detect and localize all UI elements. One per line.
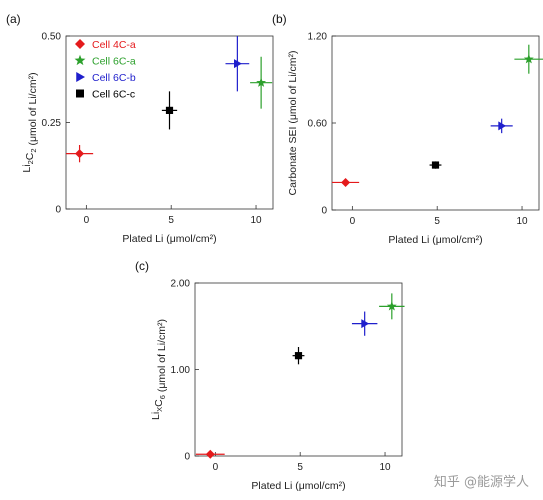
y-axis-title-b: Carbonate SEI (μmol of Li/cm²)	[287, 51, 299, 196]
marker-star	[256, 77, 267, 87]
marker-triangle-right	[498, 121, 507, 131]
x-tick-label-c: 0	[213, 462, 219, 473]
marker-triangle-right	[233, 59, 242, 69]
y-tick-label-b: 0.60	[308, 119, 328, 130]
x-axis-title-a: Plated Li (μmol/cm²)	[122, 233, 216, 245]
legend-marker-cell-6c-a	[74, 54, 86, 66]
y-tick-label-a: 0.25	[42, 118, 62, 129]
y-axis-title-c: LiXC6 (μmol of Li/cm²)	[150, 319, 168, 420]
y-tick-label-a: 0	[55, 205, 61, 216]
plot-frame-b	[331, 35, 540, 211]
data-point-cell-6c-b-b	[490, 118, 513, 134]
plot-frame-c	[194, 282, 403, 457]
marker-diamond	[341, 177, 351, 187]
x-tick-label-b: 10	[516, 216, 528, 227]
y-tick-label-b: 1.20	[308, 32, 328, 43]
data-point-cell-4c-a-a	[66, 144, 94, 163]
y-tick-label-c: 0	[184, 452, 190, 463]
panel-label-b: (b)	[272, 12, 287, 26]
marker-star	[386, 301, 397, 311]
panel-label-a: (a)	[6, 12, 21, 26]
watermark: 知乎 @能源学人	[433, 475, 529, 490]
x-axis-title-b: Plated Li (μmol/cm²)	[388, 234, 482, 246]
data-point-cell-6c-c-a	[161, 91, 178, 130]
x-tick-label-b: 0	[350, 216, 356, 227]
data-point-cell-6c-a-c	[379, 293, 405, 320]
x-tick-label-a: 10	[250, 215, 262, 226]
y-tick-label-c: 1.00	[171, 365, 191, 376]
x-tick-label-c: 5	[297, 462, 303, 473]
legend-label-cell-6c-a: Cell 6C-a	[92, 56, 136, 68]
legend-marker-cell-4c-a	[75, 39, 85, 49]
data-point-cell-6c-b-a	[225, 36, 250, 92]
data-point-cell-4c-a-c	[195, 449, 225, 459]
data-point-cell-6c-c-b	[429, 161, 442, 169]
marker-square	[165, 106, 174, 114]
legend-label-cell-6c-c: Cell 6C-c	[92, 89, 135, 101]
legend-marker-cell-6c-c	[76, 89, 84, 98]
data-point-cell-6c-a-a	[250, 56, 273, 109]
marker-square	[431, 161, 440, 169]
legend-label-cell-4c-a: Cell 4C-a	[92, 39, 136, 51]
data-point-cell-6c-a-b	[514, 44, 543, 74]
y-tick-label-b: 0	[321, 206, 327, 217]
legend-label-cell-6c-b: Cell 6C-b	[92, 72, 136, 84]
y-tick-label-c: 2.00	[171, 279, 191, 290]
data-point-cell-4c-a-b	[332, 177, 360, 187]
y-axis-title-a: Li2C2 (μmol of Li/cm²)	[21, 72, 39, 172]
y-tick-label-a: 0.50	[42, 32, 62, 43]
x-tick-label-a: 5	[168, 215, 174, 226]
panel-b: 0 5 10 0 0.60 1.20 Plated Li (μmol/cm²) Carbona…	[272, 12, 543, 246]
marker-diamond	[205, 449, 215, 459]
panel-label-c: (c)	[135, 259, 149, 273]
data-point-cell-6c-b-c	[351, 311, 378, 336]
x-axis-title-c: Plated Li (μmol/cm²)	[251, 480, 345, 492]
panel-a: 0 5 10 0 0.25 0.50 Plated Li (μmol/cm²) Li2C2 (…	[6, 12, 274, 245]
marker-triangle-right	[361, 319, 370, 329]
marker-star	[523, 54, 534, 64]
x-tick-label-a: 0	[84, 215, 90, 226]
panel-c: 0 5 10 0 1.00 2.00 Plated Li (μmol/cm²) LiXC6 (…	[135, 259, 405, 492]
marker-square	[294, 352, 303, 360]
x-tick-label-c: 10	[379, 462, 391, 473]
data-point-cell-6c-c-c	[292, 347, 305, 365]
legend: Cell 4C-a Cell 6C-a Cell 6C-b Cell 6C-c	[74, 39, 136, 101]
x-tick-label-b: 5	[434, 216, 440, 227]
marker-diamond	[75, 149, 85, 159]
legend-marker-cell-6c-b	[76, 72, 85, 82]
